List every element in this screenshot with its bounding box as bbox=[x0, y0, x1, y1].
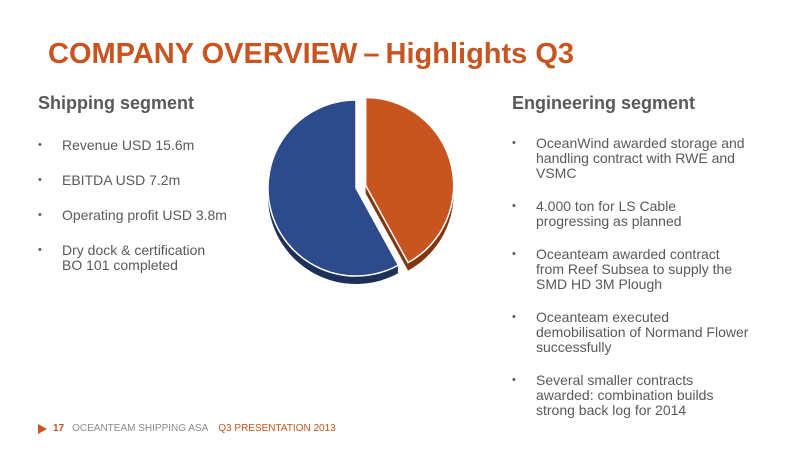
bullet-text-line: EBITDA USD 7.2m bbox=[62, 172, 181, 188]
bullet-dot-icon: • bbox=[512, 374, 516, 386]
bullet-text-line: BO 101 completed bbox=[62, 257, 178, 273]
bullet-item: • EBITDA USD 7.2m bbox=[38, 173, 258, 188]
bullet-item: • Dry dock & certification BO 101 complete… bbox=[38, 243, 258, 273]
segment-pie-chart bbox=[267, 96, 455, 284]
bullet-item: • 4.000 ton for LS Cable progressing as pl… bbox=[512, 199, 762, 229]
title-sub: Highlights Q3 bbox=[385, 38, 575, 70]
bullet-item: • OceanWind awarded storage and handling c… bbox=[512, 136, 762, 181]
bullet-text-line: awarded: combination builds bbox=[536, 387, 714, 403]
page-title: COMPANY OVERVIEW – Highlights Q3 bbox=[48, 38, 574, 71]
bullet-dot-icon: • bbox=[38, 244, 42, 256]
bullet-text-line: 4.000 ton for LS Cable bbox=[536, 198, 677, 214]
bullet-text-line: successfully bbox=[536, 339, 612, 355]
engineering-bullet-list: • OceanWind awarded storage and handling c… bbox=[512, 136, 762, 436]
footer-company: OCEANTEAM SHIPPING ASA bbox=[72, 423, 209, 434]
bullet-dot-icon: • bbox=[38, 209, 42, 221]
shipping-segment-heading: Shipping segment bbox=[38, 93, 195, 113]
shipping-bullet-list: • Revenue USD 15.6m • EBITDA USD 7.2m • Opera… bbox=[38, 138, 258, 293]
bullet-dot-icon: • bbox=[38, 174, 42, 186]
bullet-text-line: Several smaller contracts bbox=[536, 372, 694, 388]
bullet-dot-icon: • bbox=[512, 311, 516, 323]
play-arrow-icon bbox=[38, 423, 47, 434]
bullet-text-line: VSMC bbox=[536, 165, 577, 181]
page-number: 17 bbox=[53, 423, 65, 434]
bullet-text-line: Revenue USD 15.6m bbox=[62, 137, 195, 153]
bullet-text-line: handling contract with RWE and bbox=[536, 150, 735, 166]
bullet-text-line: progressing as planned bbox=[536, 213, 682, 229]
bullet-dot-icon: • bbox=[512, 200, 516, 212]
bullet-text-line: strong back log for 2014 bbox=[536, 402, 687, 418]
bullet-text-line: SMD HD 3M Plough bbox=[536, 276, 663, 292]
title-separator: – bbox=[363, 38, 380, 70]
bullet-dot-icon: • bbox=[512, 137, 516, 149]
bullet-item: • Several smaller contracts awarded: combi… bbox=[512, 373, 762, 418]
bullet-text-line: OceanWind awarded storage and bbox=[536, 135, 745, 151]
bullet-text-line: from Reef Subsea to supply the bbox=[536, 261, 733, 277]
pie-slice bbox=[364, 96, 455, 264]
bullet-item: • Operating profit USD 3.8m bbox=[38, 208, 258, 223]
bullet-text-line: Oceanteam executed bbox=[536, 309, 670, 325]
bullet-text-line: Oceanteam awarded contract bbox=[536, 246, 720, 262]
pie-slice bbox=[267, 99, 400, 277]
bullet-text-line: Operating profit USD 3.8m bbox=[62, 207, 227, 223]
bullet-item: • Oceanteam awarded contract from Reef Sub… bbox=[512, 247, 762, 292]
footer: 17 OCEANTEAM SHIPPING ASA Q3 PRESENTATIO… bbox=[38, 423, 336, 434]
bullet-dot-icon: • bbox=[38, 139, 42, 151]
bullet-item: • Oceanteam executed demobilisation of Nor… bbox=[512, 310, 762, 355]
footer-presentation: Q3 PRESENTATION 2013 bbox=[218, 423, 336, 434]
bullet-text-line: Dry dock & certification bbox=[62, 242, 206, 258]
bullet-text-line: demobilisation of Normand Flower bbox=[536, 324, 749, 340]
bullet-item: • Revenue USD 15.6m bbox=[38, 138, 258, 153]
bullet-dot-icon: • bbox=[512, 248, 516, 260]
engineering-segment-heading: Engineering segment bbox=[512, 93, 696, 113]
title-main: COMPANY OVERVIEW bbox=[48, 38, 358, 70]
